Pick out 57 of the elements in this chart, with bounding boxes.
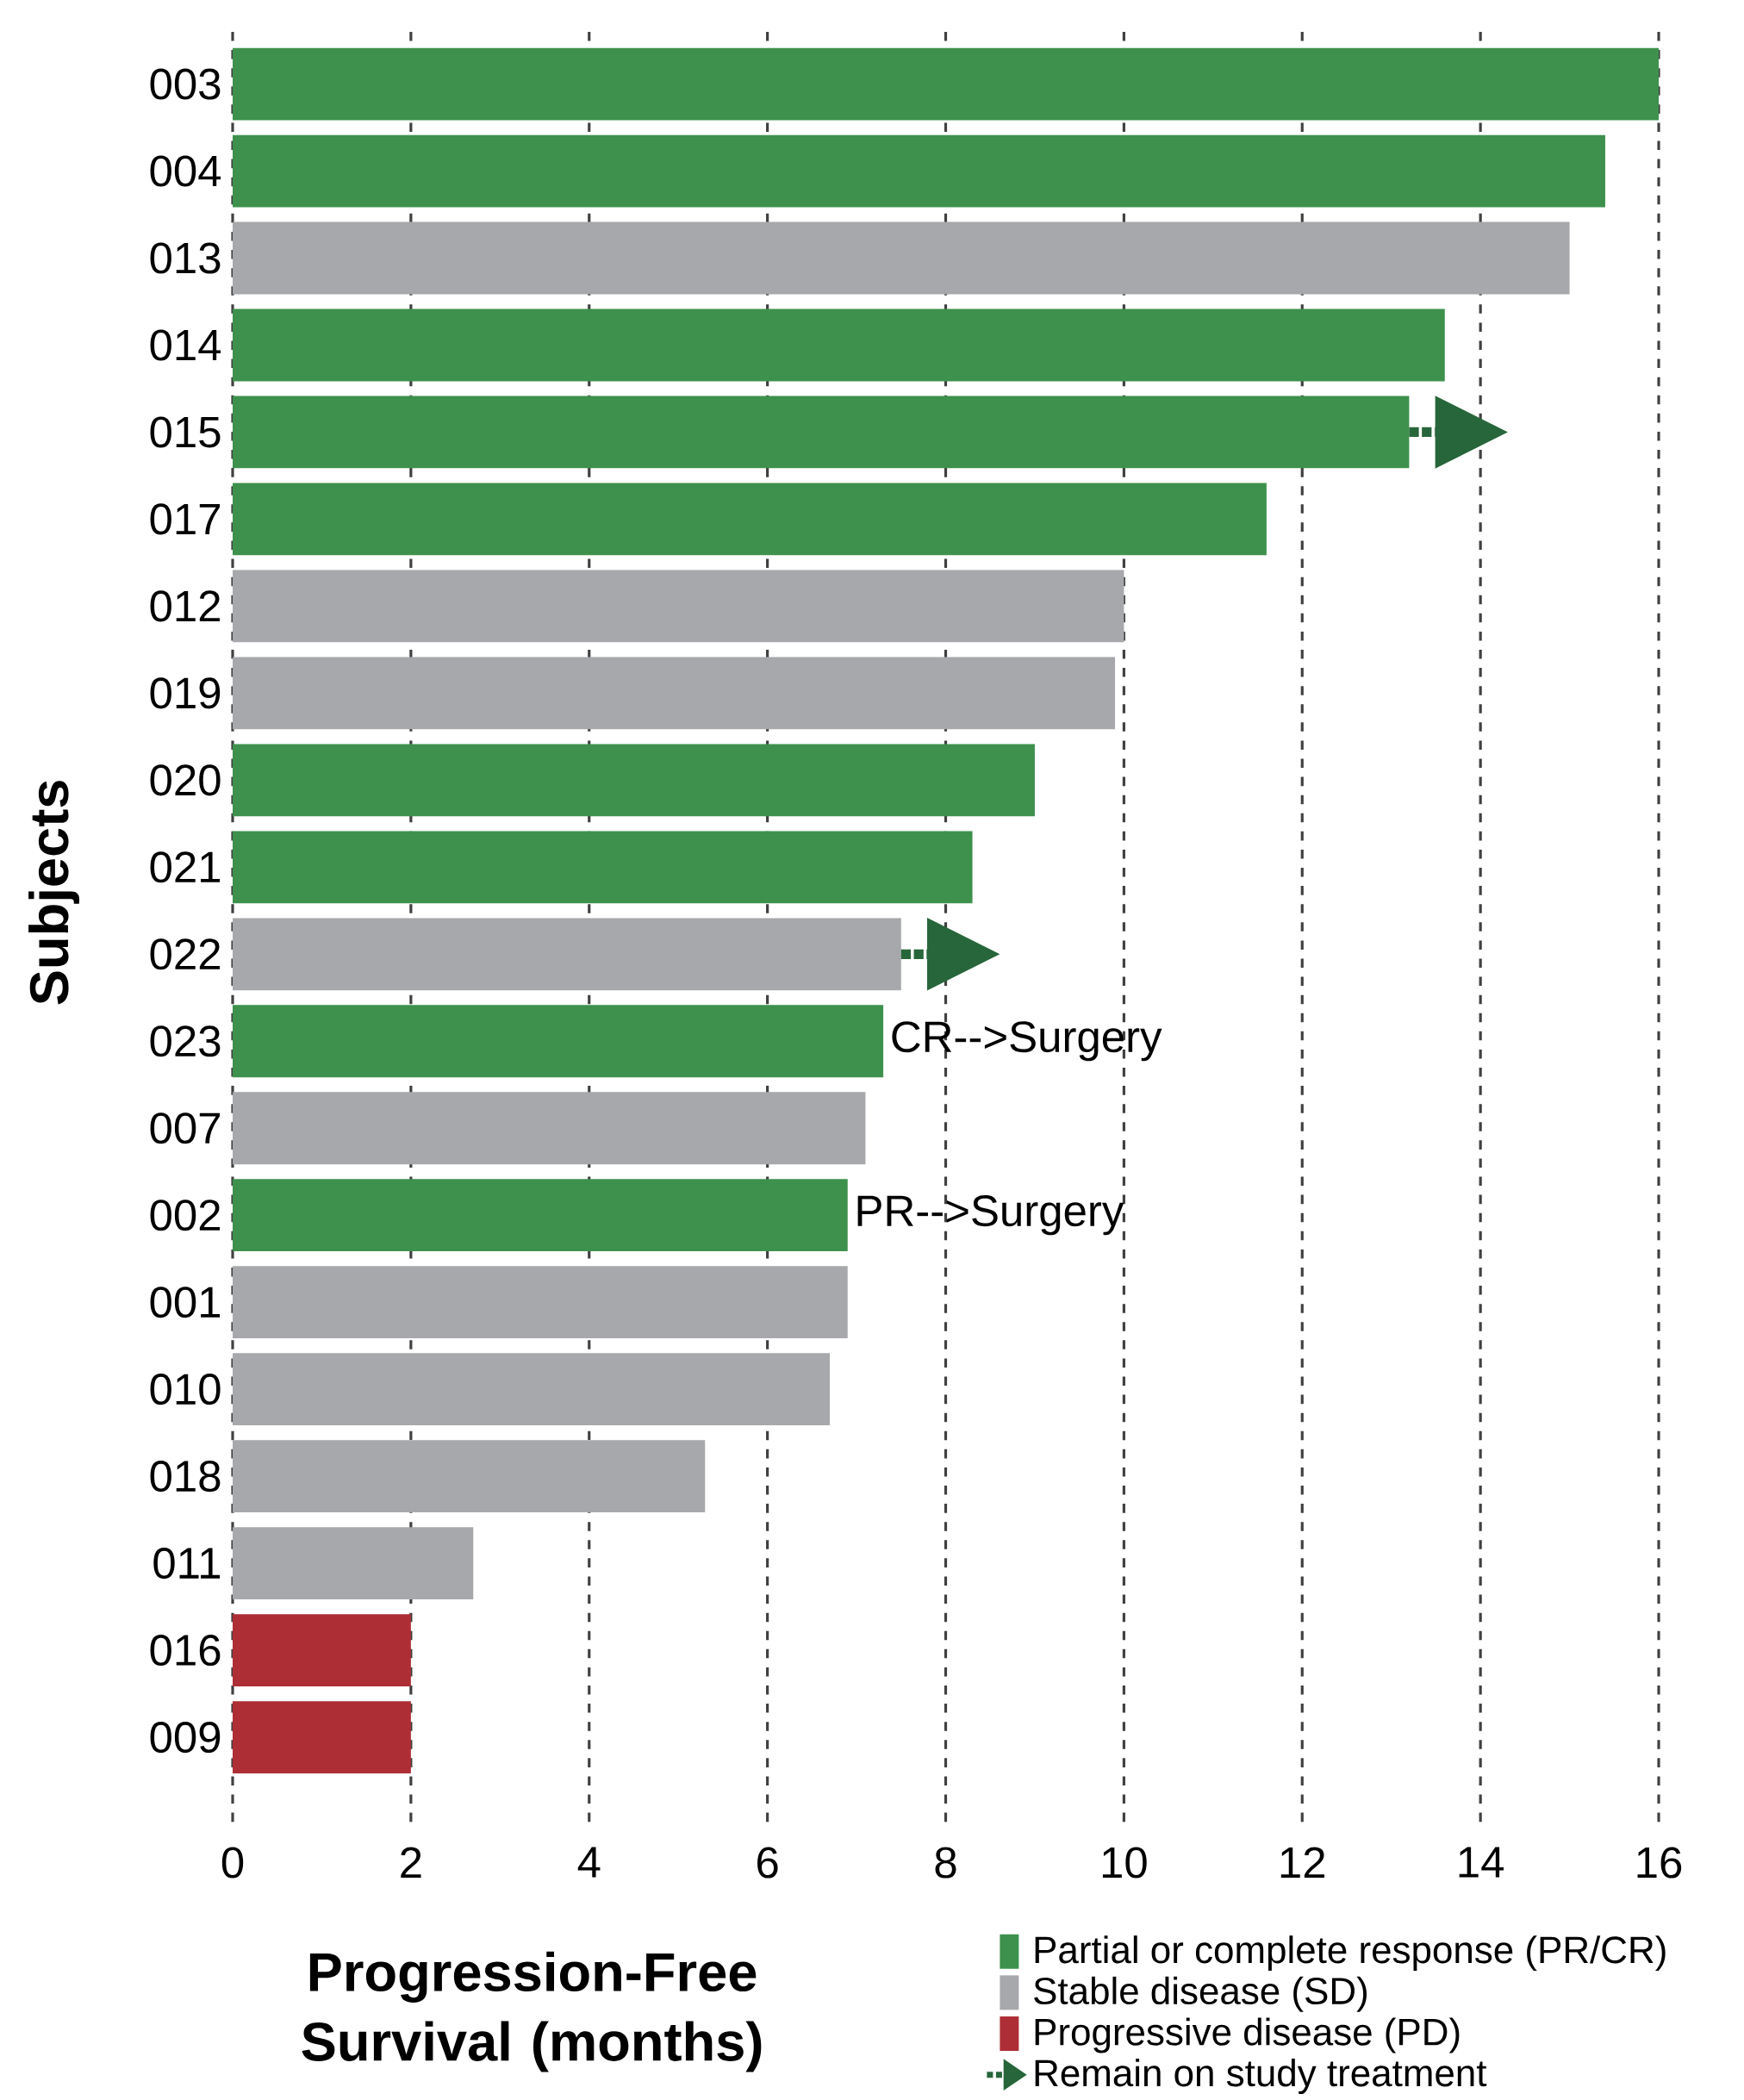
bar xyxy=(233,1353,831,1426)
bar xyxy=(233,1527,474,1600)
y-tick-label: 016 xyxy=(150,1635,221,1667)
x-tick-label: 16 xyxy=(1637,1847,1682,1879)
bar xyxy=(233,483,1267,556)
y-tick-label: 011 xyxy=(153,1548,221,1580)
annotation: CR-->Surgery xyxy=(892,1021,1162,1062)
y-tick-label: 022 xyxy=(150,938,221,970)
legend-label: Stable disease (SD) xyxy=(1034,1976,1367,2012)
bar xyxy=(233,308,1445,382)
x-tick-label: 12 xyxy=(1280,1847,1325,1879)
bar xyxy=(233,744,1035,817)
annotation: PR-->Surgery xyxy=(857,1195,1124,1236)
bar xyxy=(233,1179,848,1252)
bar xyxy=(233,1701,411,1773)
y-tick-label: 023 xyxy=(150,1025,221,1057)
y-tick-label: 014 xyxy=(150,329,221,361)
y-axis-title: Subjects xyxy=(28,781,80,1005)
bar xyxy=(233,396,1410,469)
bar xyxy=(233,570,1124,643)
bar xyxy=(233,1440,706,1513)
bar xyxy=(233,47,1660,121)
y-tick-label: 013 xyxy=(150,242,221,274)
x-tick-label: 0 xyxy=(221,1847,244,1879)
y-tick-label: 003 xyxy=(150,68,221,100)
bar xyxy=(233,831,973,904)
x-tick-label: 8 xyxy=(935,1847,956,1879)
y-tick-label: 009 xyxy=(150,1721,221,1754)
bar xyxy=(233,1614,411,1686)
bar xyxy=(233,1092,866,1165)
legend-label: Remain on study treatment xyxy=(1035,2059,1487,2095)
bar xyxy=(233,657,1116,730)
x-axis-title: Progression-Free Survival (months) xyxy=(302,1951,762,2072)
y-tick-label: 020 xyxy=(150,764,221,796)
y-tick-label: 018 xyxy=(150,1461,221,1492)
y-tick-label: 007 xyxy=(150,1112,221,1144)
x-tick-label: 6 xyxy=(757,1847,778,1879)
bar xyxy=(233,134,1605,208)
y-tick-label: 017 xyxy=(150,503,221,535)
bar xyxy=(233,1266,848,1339)
x-tick-label: 2 xyxy=(401,1847,421,1879)
y-tick-label: 019 xyxy=(150,677,221,709)
legend-label: Partial or complete response (PR/CR) xyxy=(1035,1935,1666,1972)
y-tick-label: 010 xyxy=(150,1374,221,1405)
y-tick-label: 012 xyxy=(150,590,221,622)
y-tick-label: 004 xyxy=(150,155,221,187)
y-tick-label: 015 xyxy=(150,416,221,448)
bar xyxy=(233,221,1570,295)
x-tick-label: 4 xyxy=(577,1847,601,1878)
bar xyxy=(233,1005,884,1078)
y-tick-label: 002 xyxy=(150,1200,221,1231)
y-tick-label: 001 xyxy=(150,1287,221,1318)
bar xyxy=(233,918,901,991)
x-tick-label: 10 xyxy=(1102,1847,1147,1879)
x-tick-label: 14 xyxy=(1459,1847,1504,1878)
legend-label: Progressive disease (PD) xyxy=(1035,2017,1460,2053)
y-tick-label: 021 xyxy=(150,851,221,883)
